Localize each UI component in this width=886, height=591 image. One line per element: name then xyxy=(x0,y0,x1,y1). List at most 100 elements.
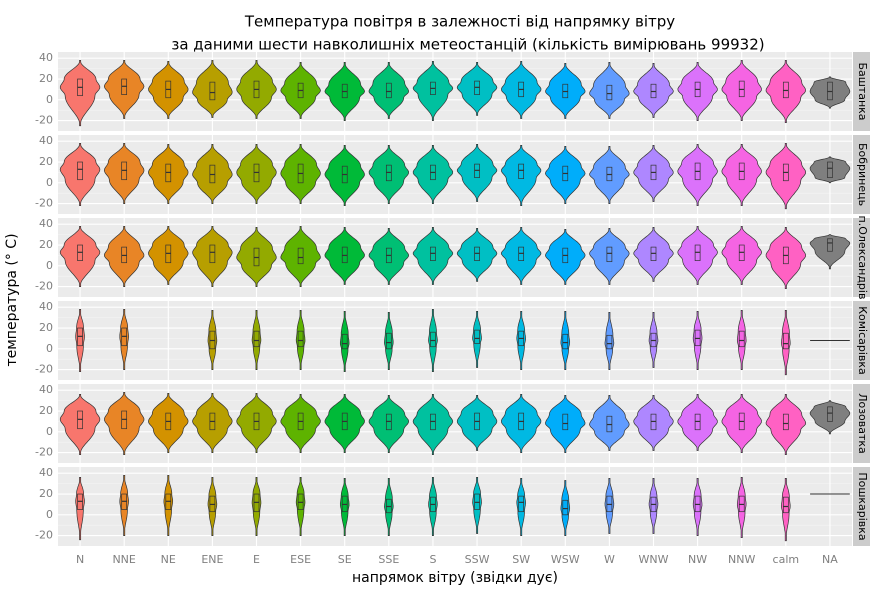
x-tick-label: SE xyxy=(338,553,352,566)
violin xyxy=(721,394,762,453)
violin xyxy=(560,311,571,370)
y-tick-label: 0 xyxy=(46,176,53,189)
box xyxy=(606,334,613,350)
facet-label: п.Олександрів xyxy=(856,216,869,300)
violin xyxy=(412,227,454,285)
violin xyxy=(412,61,454,121)
y-axis-label: температура (° C) xyxy=(4,233,20,366)
violin xyxy=(384,312,394,370)
facet-label: Бобринець xyxy=(856,143,869,206)
violin xyxy=(765,227,807,290)
violin xyxy=(692,478,703,536)
panel-background xyxy=(58,135,852,214)
box xyxy=(385,332,392,350)
y-tick-label: 0 xyxy=(46,342,53,355)
violin xyxy=(236,393,277,453)
y-tick-label: 20 xyxy=(39,321,53,334)
panel-background xyxy=(58,384,852,463)
y-tick-label: 0 xyxy=(46,259,53,272)
facet-strip xyxy=(853,218,870,297)
violin xyxy=(721,59,762,121)
violin xyxy=(104,391,145,456)
violin xyxy=(207,477,218,536)
box xyxy=(827,238,833,252)
violin xyxy=(412,394,454,456)
violin xyxy=(721,144,762,207)
facet-label: Лозоватка xyxy=(856,393,869,454)
x-tick-label: S xyxy=(429,553,436,566)
facet-strip xyxy=(853,467,870,546)
facet-strip xyxy=(853,135,870,214)
violin xyxy=(456,62,498,116)
y-tick-label: -20 xyxy=(35,363,53,376)
violin xyxy=(192,393,233,453)
violin xyxy=(545,229,586,285)
x-tick-label: ENE xyxy=(201,553,223,566)
box xyxy=(430,331,436,348)
violin xyxy=(251,477,262,536)
x-tick-label: NA xyxy=(822,553,838,566)
violin xyxy=(781,478,791,542)
violin xyxy=(119,474,129,536)
box xyxy=(562,499,569,516)
y-tick-label: 40 xyxy=(39,466,53,479)
box xyxy=(827,161,833,178)
box xyxy=(385,82,392,99)
violin xyxy=(148,393,189,453)
box xyxy=(474,329,480,344)
y-tick-label: 40 xyxy=(39,134,53,147)
violin xyxy=(148,225,189,285)
chart-title: Температура повітря в залежності від нап… xyxy=(244,13,675,31)
x-tick-label: W xyxy=(604,553,615,566)
violin xyxy=(339,311,350,373)
box xyxy=(297,330,304,348)
y-tick-label: 0 xyxy=(46,425,53,438)
box xyxy=(562,413,569,431)
violin xyxy=(368,145,409,204)
box xyxy=(606,84,613,101)
facet-label: Баштанка xyxy=(856,62,869,120)
violin xyxy=(456,144,498,202)
violin xyxy=(339,478,350,536)
panel-background xyxy=(58,301,852,380)
panel-background xyxy=(58,52,852,131)
x-tick-label: NNW xyxy=(728,553,755,566)
violin xyxy=(428,477,438,536)
violin xyxy=(368,62,409,119)
violin xyxy=(501,145,542,207)
violin xyxy=(765,142,807,210)
violin xyxy=(103,225,145,287)
x-tick-label: WNW xyxy=(639,553,669,566)
box xyxy=(209,244,216,264)
violin xyxy=(809,76,851,109)
y-tick-label: 20 xyxy=(39,155,53,168)
violin xyxy=(472,477,482,534)
y-tick-label: -20 xyxy=(35,280,53,293)
facet-strip xyxy=(853,384,870,463)
violin xyxy=(192,59,233,118)
y-tick-label: 0 xyxy=(46,93,53,106)
violin xyxy=(324,394,365,453)
y-tick-label: -20 xyxy=(35,446,53,459)
violin xyxy=(59,59,101,127)
box xyxy=(562,333,569,350)
violin xyxy=(456,228,498,282)
violin xyxy=(765,394,807,456)
violin xyxy=(677,62,718,121)
violin xyxy=(163,474,174,536)
box xyxy=(209,81,216,101)
violin xyxy=(809,400,851,435)
y-tick-label: 40 xyxy=(39,383,53,396)
violin xyxy=(589,395,630,451)
x-axis-label: напрямок вітру (звідки дує) xyxy=(352,570,558,586)
violin xyxy=(604,312,615,370)
violin xyxy=(809,234,851,270)
violin xyxy=(119,308,129,370)
violin xyxy=(501,394,542,453)
violin xyxy=(648,478,659,534)
violin xyxy=(368,228,410,285)
box xyxy=(77,161,83,181)
box xyxy=(518,163,525,180)
x-tick-label: calm xyxy=(773,553,800,566)
